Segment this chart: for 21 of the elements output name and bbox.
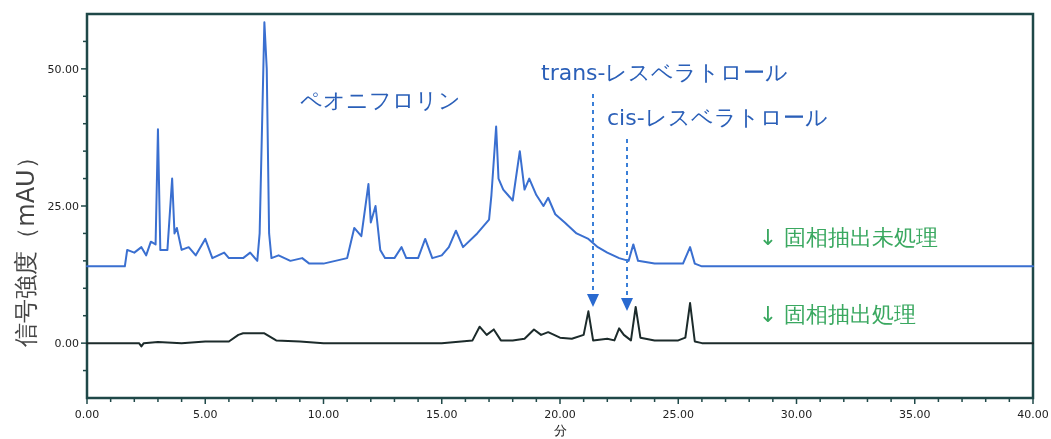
x-tick-label: 30.00 (780, 408, 813, 421)
x-tick-label: 5.00 (193, 408, 218, 421)
x-tick-label: 10.00 (307, 408, 340, 421)
line-series (86, 21, 1034, 268)
x-tick-label: 25.00 (662, 408, 694, 421)
annotation: trans-レスベラトロール (541, 60, 789, 85)
x-tick-label: 0.00 (74, 408, 100, 421)
x-tick-label: 35.00 (899, 408, 931, 421)
y-axis-title: 信号強度（mAU） (12, 145, 40, 347)
series-label: ↓ 固相抽出未処理 (758, 224, 939, 250)
x-tick-label: 20.00 (544, 408, 576, 421)
series-label: ↓ 固相抽出処理 (758, 301, 917, 327)
annotation: cis-レスベラトロール (607, 105, 828, 130)
y-tick-label: 25.00 (47, 200, 79, 213)
x-axis-title: 分 (553, 423, 567, 438)
y-tick-label: 0.00 (54, 337, 79, 351)
x-tick-label: 15.00 (426, 408, 458, 421)
x-tick-label: 40.00 (1017, 408, 1049, 421)
line-series (86, 302, 1034, 348)
y-tick-label: 50.00 (47, 62, 79, 76)
annotation: ペオニフロリン (300, 88, 461, 113)
